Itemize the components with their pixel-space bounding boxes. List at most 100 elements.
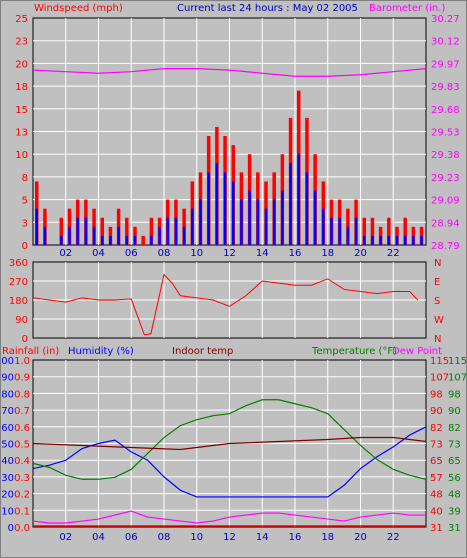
wind-avg-bar [182, 226, 186, 245]
wind-avg-bar [35, 208, 38, 245]
wind-avg-bar [158, 226, 161, 245]
x-tick-label: 18 [321, 532, 334, 543]
y-tick-label: 13 [15, 128, 28, 139]
y-tick-label: 5 [22, 196, 28, 207]
y-tick-label: N [434, 258, 441, 269]
y-tick-label: 270 [9, 277, 28, 288]
y-tick-label: S [434, 296, 440, 307]
wind-avg-bar [240, 199, 243, 245]
x-tick-label: 02 [59, 248, 72, 259]
y-tick-label: 98 [448, 389, 461, 400]
y-tick-label: 115 [448, 356, 467, 367]
y-tick-label: 0.3 [14, 473, 30, 484]
y-tick-label: 60 [1, 423, 14, 434]
y-tick-label: 29.97 [431, 59, 460, 70]
y-tick-label: 20 [15, 59, 28, 70]
y-tick-label: 0 [8, 523, 14, 534]
y-tick-label: 15 [15, 105, 28, 116]
y-tick-label: 360 [9, 258, 28, 269]
wind-gust-bar [100, 217, 104, 245]
wind-gust-bar [125, 217, 129, 245]
wind-gust-bar [387, 217, 391, 245]
dewpoint-title: Dew Point [392, 346, 442, 357]
y-tick-label: 82 [430, 423, 443, 434]
y-tick-label: 107 [430, 373, 449, 384]
wind-avg-bar [395, 235, 399, 245]
x-tick-label: 08 [158, 248, 171, 259]
wind-marks [32, 68, 427, 245]
wind-avg-bar [363, 235, 366, 245]
y-tick-label: 40 [430, 506, 443, 517]
y-tick-label: 56 [448, 473, 461, 484]
x-tick-label: 12 [223, 248, 236, 259]
y-tick-label: 31 [430, 523, 443, 534]
x-tick-label: 18 [321, 248, 334, 259]
barometer-title: Barometer (in.) [369, 3, 445, 14]
y-tick-label: 73 [430, 440, 443, 451]
y-tick-label: 18 [15, 82, 28, 93]
x-tick-label: 20 [354, 248, 367, 259]
wind-avg-bar [322, 208, 325, 245]
wind-avg-bar [403, 235, 407, 245]
y-tick-label: 28.79 [431, 241, 460, 252]
wind-avg-bar [199, 199, 202, 245]
y-tick-label: 90 [430, 406, 443, 417]
wind-avg-bar [420, 235, 423, 245]
x-tick-label: 04 [92, 532, 105, 543]
y-tick-label: 0.0 [14, 523, 30, 534]
y-tick-label: 10 [1, 506, 14, 517]
y-tick-label: 0 [22, 334, 28, 345]
x-tick-label: 10 [190, 532, 203, 543]
temperature-title: Temperature (°F) [311, 346, 397, 357]
y-tick-label: 20 [1, 490, 14, 501]
x-tick-label: 02 [59, 532, 72, 543]
dewpoint-line [32, 510, 426, 524]
y-tick-label: 0.8 [14, 389, 30, 400]
wind-avg-bar [330, 217, 333, 245]
chart-title: Current last 24 hours : May 02 2005 [177, 3, 358, 14]
wind-avg-bar [281, 190, 284, 245]
wind-avg-bar [264, 208, 268, 245]
y-tick-label: 90 [448, 406, 461, 417]
wind-gust-bar [149, 217, 154, 245]
indoor-temp-line [32, 436, 427, 451]
wind-gust-bar [141, 235, 145, 245]
y-tick-label: E [434, 277, 440, 288]
y-tick-label: N [434, 334, 441, 345]
y-tick-label: 29.83 [431, 82, 460, 93]
x-tick-label: 22 [387, 248, 400, 259]
wind-avg-bar [354, 217, 358, 245]
wind-avg-bar [60, 235, 63, 245]
y-tick-label: 39 [448, 506, 461, 517]
wind-avg-bar [43, 226, 47, 245]
x-tick-label: 14 [256, 248, 269, 259]
y-tick-label: 29.53 [431, 128, 460, 139]
y-tick-label: 29.68 [431, 105, 460, 116]
x-tick-label: 06 [125, 248, 138, 259]
y-tick-label: 28.94 [431, 218, 460, 229]
wind-avg-bar [215, 163, 219, 245]
wind-avg-bar [232, 181, 235, 245]
y-tick-label: 30.12 [431, 37, 460, 48]
y-tick-label: 57 [430, 473, 443, 484]
wind-gust-bar [403, 217, 407, 245]
y-tick-label: 50 [1, 440, 14, 451]
indoor-title: Indoor temp [172, 346, 233, 357]
wind-avg-bar [289, 163, 292, 245]
climate-marks [32, 399, 427, 527]
wind-avg-bar [92, 226, 96, 245]
x-tick-label: 08 [158, 532, 171, 543]
wind-avg-bar [346, 226, 350, 245]
wind-avg-bar [133, 235, 137, 245]
wind-avg-bar [412, 235, 415, 245]
y-tick-label: 25 [15, 14, 28, 25]
temperature-line [32, 399, 427, 480]
wind-avg-bar [379, 235, 382, 245]
wind-gust-bar [59, 217, 64, 245]
y-tick-label: 8 [22, 173, 28, 184]
wind-grid [33, 18, 426, 245]
wind-avg-bar [101, 235, 104, 245]
wind-avg-bar [387, 235, 391, 245]
